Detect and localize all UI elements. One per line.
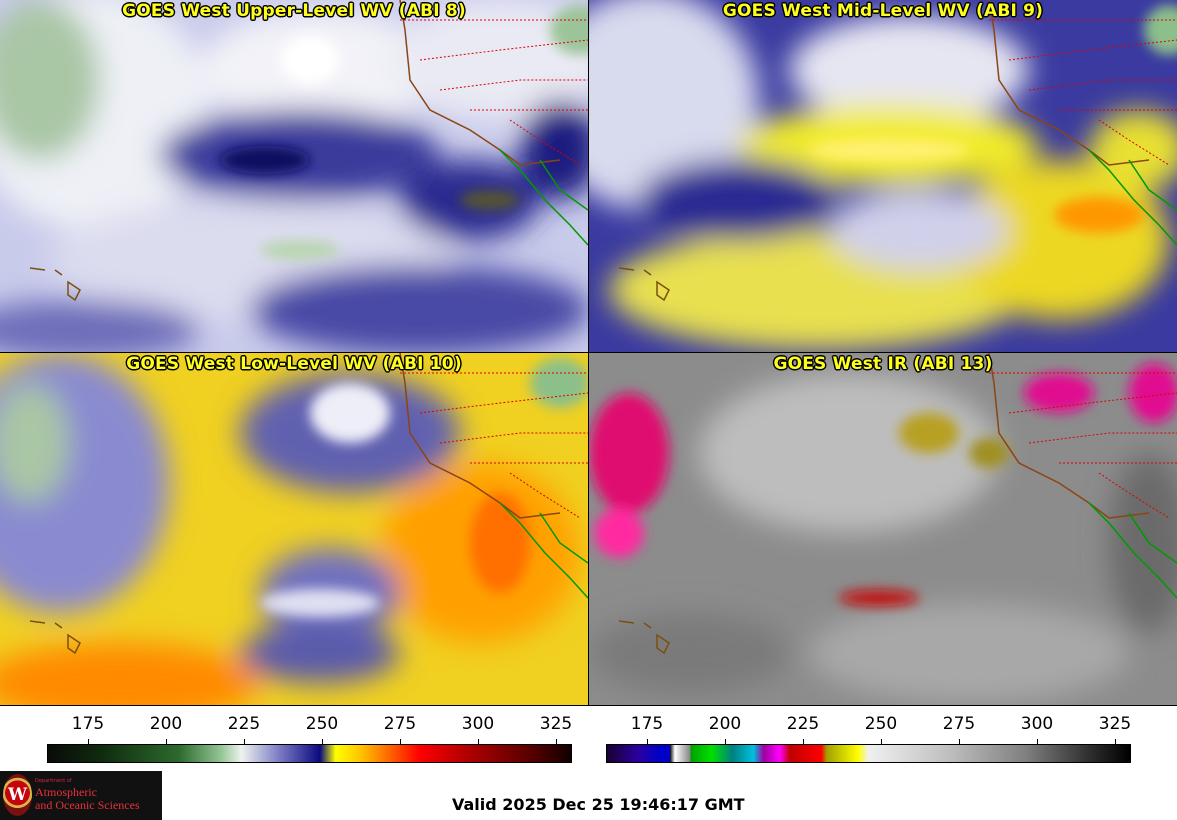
logo-dept-text: Department of: [35, 778, 72, 784]
colorbar-ir-tick: 225: [786, 714, 820, 734]
colorbar-tick-mark: [322, 739, 323, 745]
colorbar-ir-tick: 250: [864, 714, 898, 734]
panel-divider-bottom: [0, 705, 1177, 706]
colorbar-tick-mark: [166, 739, 167, 745]
low-level-wv-image: [0, 353, 588, 705]
colorbar-tick-mark: [244, 739, 245, 745]
colorbar-ir-tick: 175: [630, 714, 664, 734]
colorbar-tick-mark: [400, 739, 401, 745]
colorbar-ir-tick: 325: [1098, 714, 1132, 734]
colorbar-wv-tick: 225: [227, 714, 261, 734]
panel-ir: GOES West IR (ABI 13): [589, 353, 1177, 705]
colorbar-tick-mark: [647, 739, 648, 745]
colorbar-tick-mark: [881, 739, 882, 745]
colorbar-wv-tick: 275: [383, 714, 417, 734]
colorbar-ir-ticks: 175 200 225 250 275 300 325: [606, 714, 1132, 745]
colorbar-ir-tick: 275: [942, 714, 976, 734]
colorbar-ir-strip: [606, 744, 1131, 763]
colorbar-wv-tick: 175: [71, 714, 105, 734]
colorbar-tick-mark: [725, 739, 726, 745]
colorbar-tick-mark: [88, 739, 89, 745]
panel-divider-horizontal: [0, 352, 1177, 353]
colorbar-wv-strip: [47, 744, 572, 763]
colorbar-wv-tick: 325: [539, 714, 573, 734]
colorbar-wv: 175 200 225 250 275 300 325: [47, 714, 573, 763]
colorbar-wv-tick: 250: [305, 714, 339, 734]
colorbar-wv-ticks: 175 200 225 250 275 300 325: [47, 714, 573, 745]
colorbar-tick-mark: [1037, 739, 1038, 745]
colorbar-ir-tick: 300: [1020, 714, 1054, 734]
colorbar-tick-mark: [478, 739, 479, 745]
panel-title-upper: GOES West Upper-Level WV (ABI 8): [122, 1, 466, 21]
colorbar-wv-tick: 200: [149, 714, 183, 734]
uw-seal-icon: W: [3, 774, 32, 816]
panel-low-level-wv: GOES West Low-Level WV (ABI 10): [0, 353, 588, 705]
colorbar-tick-mark: [556, 739, 557, 745]
colorbar-ir: 175 200 225 250 275 300 325: [606, 714, 1132, 763]
valid-time: Valid 2025 Dec 25 19:46:17 GMT: [452, 795, 745, 814]
panel-upper-level-wv: GOES West Upper-Level WV (ABI 8): [0, 0, 588, 352]
panel-mid-level-wv: GOES West Mid-Level WV (ABI 9): [589, 0, 1177, 352]
logo-line1: Atmospheric: [35, 785, 97, 799]
upper-level-wv-image: [0, 0, 588, 352]
panel-title-mid: GOES West Mid-Level WV (ABI 9): [722, 1, 1044, 21]
colorbar-tick-mark: [803, 739, 804, 745]
colorbar-tick-mark: [959, 739, 960, 745]
ir-image: [589, 353, 1177, 705]
logo-line2: and Oceanic Sciences: [35, 798, 140, 812]
aos-logo[interactable]: W Department of Atmospheric and Oceanic …: [0, 771, 162, 820]
mid-level-wv-image: [589, 0, 1177, 352]
colorbar-ir-tick: 200: [708, 714, 742, 734]
panel-title-low: GOES West Low-Level WV (ABI 10): [126, 354, 462, 374]
colorbar-tick-mark: [1115, 739, 1116, 745]
panel-title-ir: GOES West IR (ABI 13): [773, 354, 993, 374]
colorbar-wv-tick: 300: [461, 714, 495, 734]
